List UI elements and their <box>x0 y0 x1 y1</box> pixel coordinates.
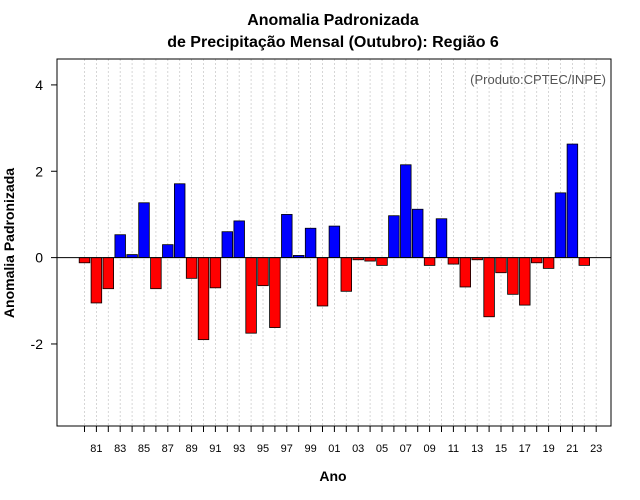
chart-title-line1: Anomalia Padronizada <box>247 12 419 29</box>
bar-99 <box>304 227 317 259</box>
x-tick-label: 87 <box>162 443 174 455</box>
x-tick-label: 11 <box>448 443 459 455</box>
bar-19 <box>542 257 555 269</box>
x-tick-label: 99 <box>304 443 316 455</box>
y-axis-title: Anomalia Padronizada <box>1 168 17 318</box>
x-tick-label: 97 <box>281 443 293 455</box>
bar-04 <box>364 257 376 262</box>
bar-89 <box>185 257 198 279</box>
bar-12 <box>459 257 472 288</box>
x-tick-label: 83 <box>114 443 126 455</box>
bar-06 <box>388 215 400 259</box>
x-tick-label: 23 <box>590 443 602 455</box>
gridlines <box>84 59 597 426</box>
bar-16 <box>507 257 519 295</box>
y-tick-label: -2 <box>31 336 44 352</box>
bar-15 <box>495 257 507 274</box>
bars <box>78 143 591 341</box>
x-tick-label: 89 <box>185 443 197 455</box>
source-annotation: (Produto:CPTEC/INPE) <box>470 72 606 87</box>
bar-97 <box>281 214 293 259</box>
x-tick-label: 93 <box>233 443 245 455</box>
bar-00 <box>316 257 329 307</box>
bar-82 <box>102 257 115 290</box>
bar-20 <box>554 192 567 259</box>
bar-09 <box>423 257 436 266</box>
x-tick-label: 07 <box>400 443 412 455</box>
x-tick-label: 01 <box>328 443 340 455</box>
bar-01 <box>328 225 341 259</box>
bar-10 <box>435 218 448 259</box>
bar-91 <box>209 257 222 289</box>
x-tick-label: 09 <box>423 443 435 455</box>
bar-18 <box>531 257 543 264</box>
bar-11 <box>447 257 460 265</box>
bar-05 <box>376 257 388 266</box>
bar-14 <box>483 257 495 318</box>
bar-92 <box>221 231 234 259</box>
bar-07 <box>400 164 412 259</box>
x-tick-label: 17 <box>519 443 531 455</box>
y-tick-label: 2 <box>35 163 43 179</box>
x-axis: 81 83 85 87 89 91 93 95 97 99 01 03 05 07 09 11 13 15 17 19… <box>84 426 602 455</box>
y-tick-label: 0 <box>35 250 43 266</box>
bar-02 <box>340 257 353 292</box>
x-tick-label: 05 <box>376 443 388 455</box>
x-tick-label: 91 <box>209 443 221 455</box>
y-axis: 4 2 0 -2 <box>31 77 57 352</box>
x-tick-label: 85 <box>138 443 150 455</box>
bar-17 <box>519 257 531 306</box>
x-tick-label: 95 <box>257 443 269 455</box>
x-tick-label: 03 <box>352 443 364 455</box>
bar-95 <box>257 257 269 287</box>
x-tick-label: 13 <box>471 443 483 455</box>
bar-80 <box>78 257 91 264</box>
bar-85 <box>138 202 150 259</box>
bar-90 <box>197 257 210 341</box>
x-axis-title: Ano <box>319 468 346 484</box>
x-tick-label: 81 <box>90 443 102 455</box>
bar-96 <box>269 257 281 328</box>
bar-81 <box>90 257 103 304</box>
bar-88 <box>173 183 186 259</box>
chart-title-line2: de Precipitação Mensal (Outubro): Região… <box>167 34 499 51</box>
bar-08 <box>411 208 424 259</box>
bar-94 <box>245 257 257 334</box>
bar-86 <box>150 257 162 290</box>
bar-93 <box>233 220 245 259</box>
y-tick-label: 4 <box>35 77 43 93</box>
plot-frame <box>56 58 612 427</box>
x-tick-label: 21 <box>566 443 578 455</box>
bar-22 <box>578 257 591 266</box>
bar-87 <box>162 244 174 259</box>
x-tick-label: 19 <box>542 443 554 455</box>
bar-21 <box>566 143 579 259</box>
bar-83 <box>114 234 126 259</box>
x-tick-label: 15 <box>495 443 507 455</box>
